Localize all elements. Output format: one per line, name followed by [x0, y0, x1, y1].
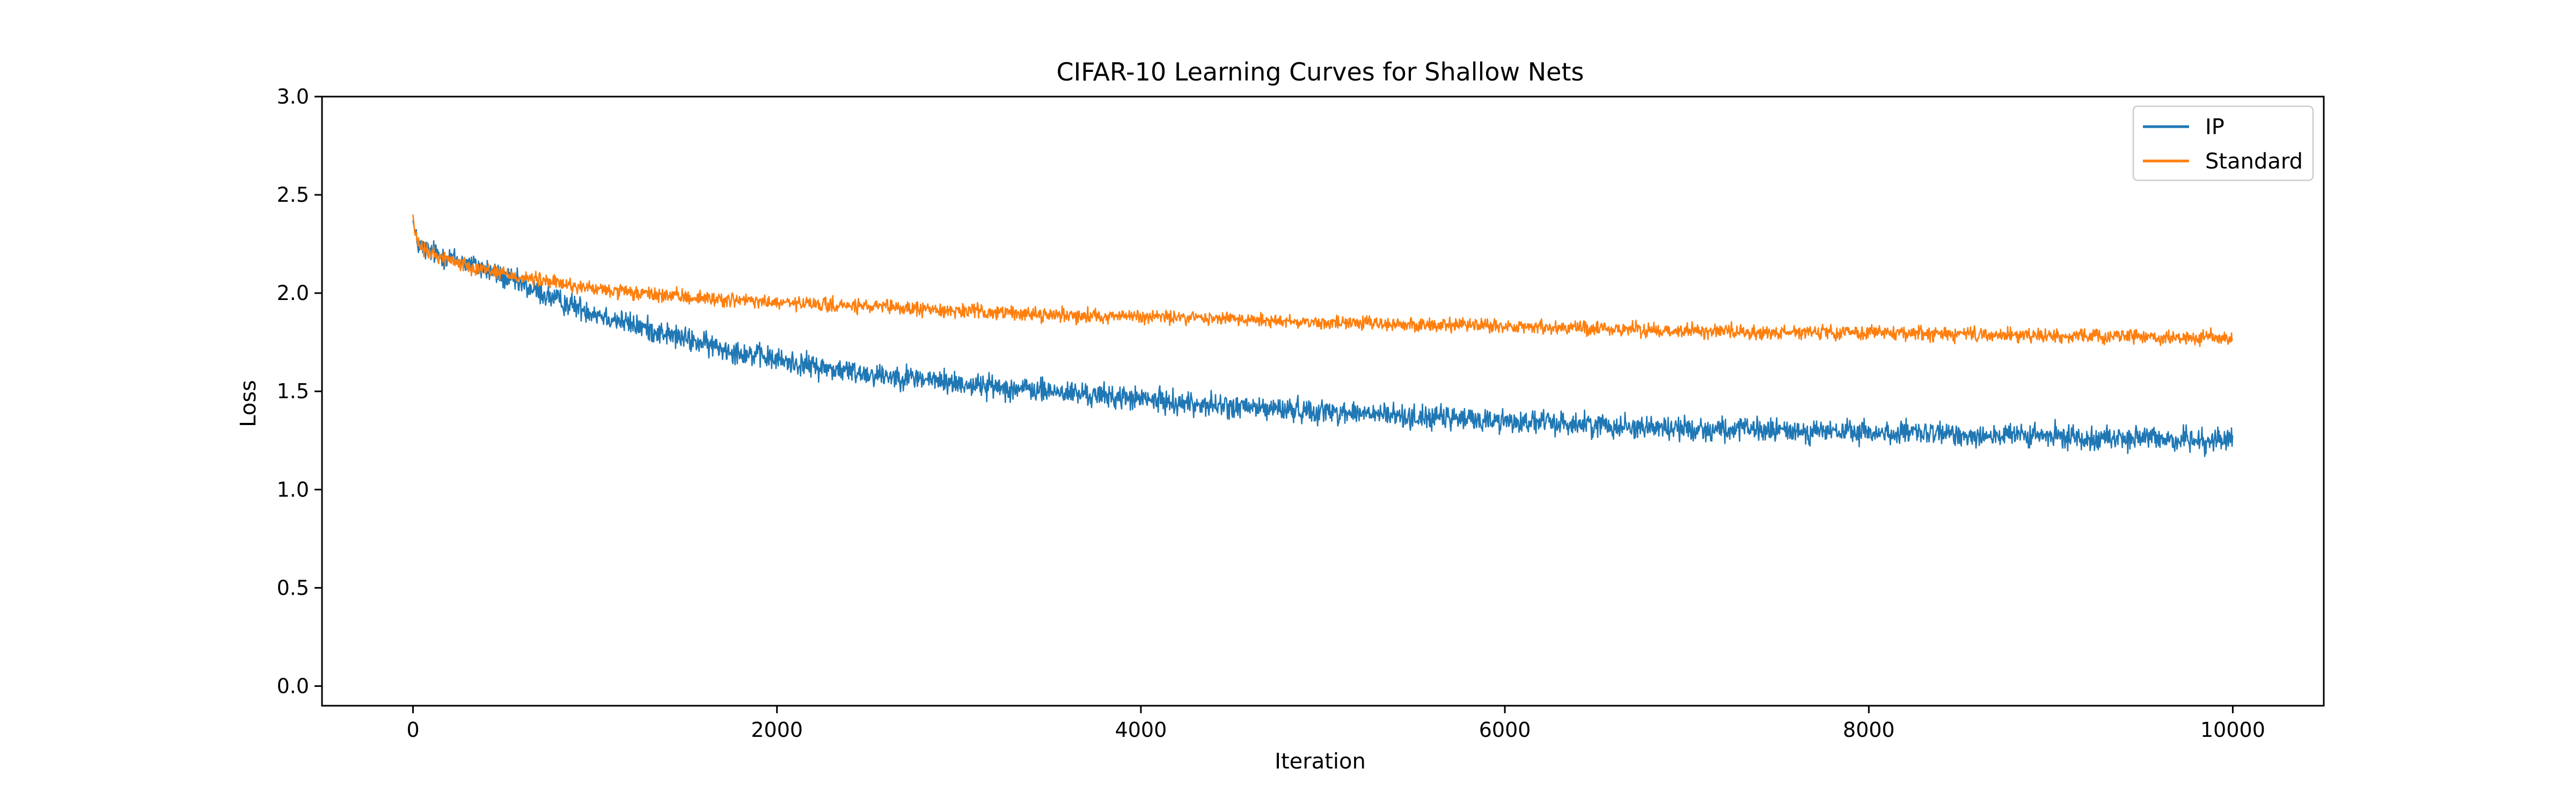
plot-frame [321, 96, 2325, 707]
legend: IP Standard [2132, 105, 2314, 181]
x-tick-label: 0 [406, 718, 419, 742]
x-axis: 0 2000 4000 6000 8000 10000 [406, 706, 2265, 742]
y-tick-label: 0.0 [277, 674, 309, 698]
y-tick-label: 0.5 [277, 576, 309, 599]
x-tick-label: 6000 [1479, 718, 1531, 742]
y-tick-label: 1.5 [277, 379, 309, 403]
x-tick-label: 2000 [751, 718, 803, 742]
series-line-standard [412, 214, 2233, 347]
y-tick-label: 1.0 [277, 478, 309, 501]
x-axis-label: Iteration [1275, 749, 1366, 774]
x-tick-label: 8000 [1843, 718, 1895, 742]
y-tick-label: 2.0 [277, 281, 309, 305]
legend-label: IP [2205, 115, 2224, 140]
chart-title: CIFAR-10 Learning Curves for Shallow Net… [1057, 57, 1584, 86]
y-tick-label: 3.0 [277, 85, 309, 108]
x-tick-label: 4000 [1115, 718, 1167, 742]
series-layer [412, 214, 2234, 457]
y-tick-label: 2.5 [277, 183, 309, 207]
series-line-ip [412, 220, 2234, 457]
y-axis-label: Loss [236, 380, 261, 427]
legend-label: Standard [2205, 149, 2303, 174]
y-axis: 0.0 0.5 1.0 1.5 2.0 2.5 3.0 [277, 85, 322, 698]
x-tick-label: 10000 [2200, 718, 2265, 742]
